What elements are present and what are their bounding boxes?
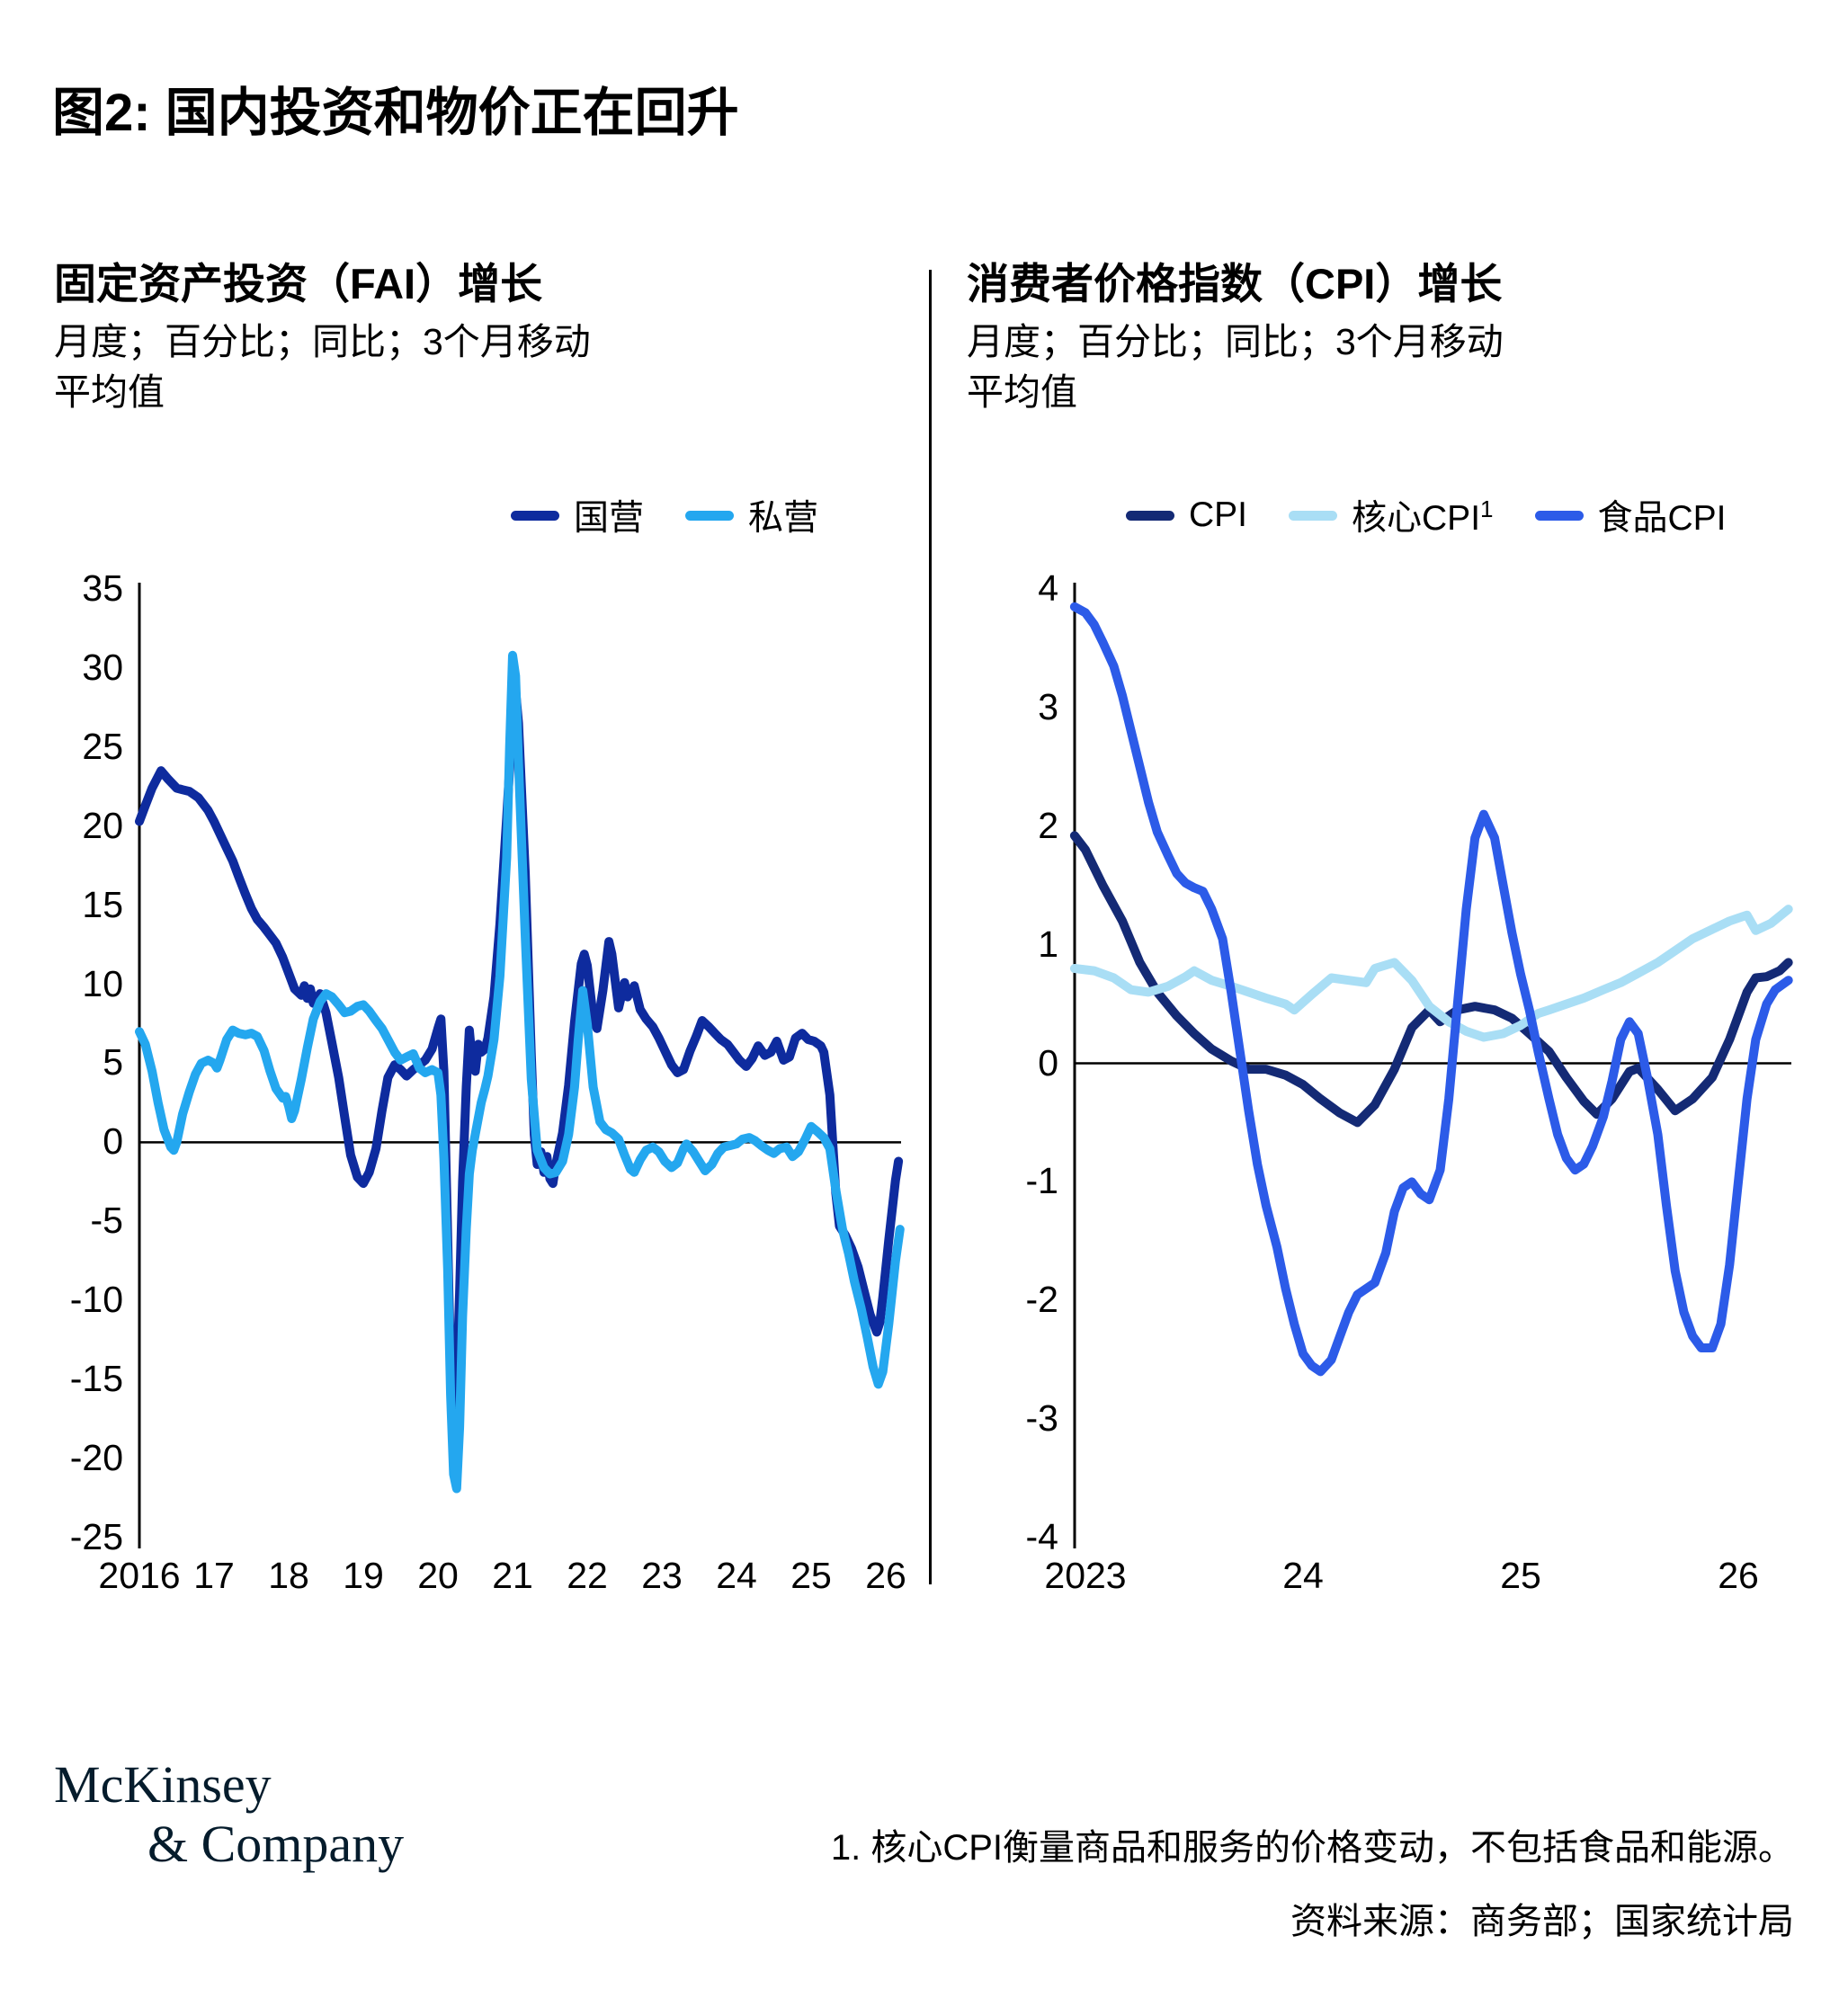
logo-line-1: McKinsey (54, 1755, 272, 1814)
x-tick-label: 2016 (98, 1555, 181, 1596)
legend-swatch (685, 510, 735, 521)
x-tick-label: 17 (193, 1555, 235, 1596)
x-tick-label: 23 (641, 1555, 683, 1596)
mckinsey-logo: McKinsey & Company (54, 1755, 404, 1874)
page-title: 图2: 国内投资和物价正在回升 (52, 84, 739, 142)
y-tick-label: -10 (69, 1279, 123, 1321)
y-tick-label: -15 (69, 1358, 123, 1400)
legend-item-CPI: CPI (1126, 495, 1247, 535)
y-tick-label: -2 (1025, 1279, 1058, 1321)
y-tick-label: 30 (82, 646, 123, 688)
y-tick-label: 25 (82, 725, 123, 767)
y-tick-label: 0 (103, 1120, 123, 1163)
x-tick-label: 2023 (1044, 1555, 1127, 1596)
series-line-核心CPI (1069, 905, 1793, 1042)
y-tick-label: 1 (1038, 923, 1058, 965)
legend-swatch (1534, 510, 1584, 521)
y-tick-label: 20 (82, 804, 123, 846)
legend-label: CPI (1189, 495, 1248, 534)
x-tick-label: 20 (417, 1555, 459, 1596)
x-tick-label: 24 (716, 1555, 757, 1596)
source-line: 资料来源：商务部；国家统计局 (1290, 1902, 1794, 1941)
x-tick-label: 18 (268, 1555, 309, 1596)
y-tick-label: 10 (82, 962, 123, 1004)
y-tick-label: 35 (82, 566, 123, 609)
cpi-panel-title: 消费者价格指数（CPI）增长 (967, 260, 1503, 308)
y-tick-label: 15 (82, 883, 123, 925)
y-tick-label: -4 (1025, 1516, 1058, 1557)
legend-item-国营: 国营 (511, 490, 644, 540)
y-tick-label: 2 (1038, 804, 1058, 846)
x-tick-label: 22 (567, 1555, 608, 1596)
x-tick-label: 24 (1282, 1555, 1324, 1596)
cpi-legend: CPI 核心CPI1 食品CPI (1126, 493, 1727, 538)
panel-divider (929, 270, 932, 1584)
y-tick-label: 0 (1038, 1041, 1058, 1084)
series-line-食品CPI (1069, 602, 1793, 1377)
y-tick-label: 5 (103, 1041, 123, 1084)
x-tick-label: 19 (343, 1555, 384, 1596)
logo-line-2: & Company (147, 1815, 405, 1873)
footnote: 1. 核心CPI衡量商品和服务的价格变动，不包括食品和能源。 (830, 1828, 1794, 1868)
legend-swatch (1126, 510, 1174, 521)
y-tick-label: -1 (1025, 1160, 1058, 1202)
y-tick-label: -20 (69, 1437, 123, 1479)
legend-swatch (511, 510, 559, 521)
legend-label: 私营 (748, 499, 819, 538)
y-tick-label: -3 (1025, 1397, 1058, 1440)
fai-panel-title: 固定资产投资（FAI）增长 (54, 260, 543, 308)
legend-item-私营: 私营 (685, 490, 818, 540)
legend-item-核心CPI: 核心CPI1 (1289, 490, 1494, 540)
fai-legend: 国营 私营 (511, 493, 818, 538)
legend-label: 核心CPI1 (1352, 495, 1494, 538)
legend-swatch (1289, 510, 1338, 521)
series-line-CPI (1069, 831, 1793, 1128)
fai-panel-subtitle: 月度；百分比；同比；3个月移动 平均值 (54, 321, 591, 413)
cpi-panel-subtitle: 月度；百分比；同比；3个月移动 平均值 (967, 321, 1504, 413)
legend-label: 国营 (574, 499, 645, 538)
y-tick-label: 3 (1038, 685, 1058, 727)
x-tick-label: 26 (1718, 1555, 1759, 1596)
x-tick-label: 25 (790, 1555, 832, 1596)
legend-label: 食品CPI (1597, 499, 1727, 538)
series-line-私营 (135, 650, 905, 1494)
legend-item-食品CPI: 食品CPI (1534, 490, 1727, 540)
x-tick-label: 25 (1500, 1555, 1541, 1596)
x-tick-label: 21 (492, 1555, 533, 1596)
y-tick-label: 4 (1038, 567, 1058, 609)
y-tick-label: -25 (69, 1515, 123, 1557)
y-tick-label: -5 (90, 1200, 123, 1242)
x-tick-label: 26 (865, 1555, 906, 1596)
